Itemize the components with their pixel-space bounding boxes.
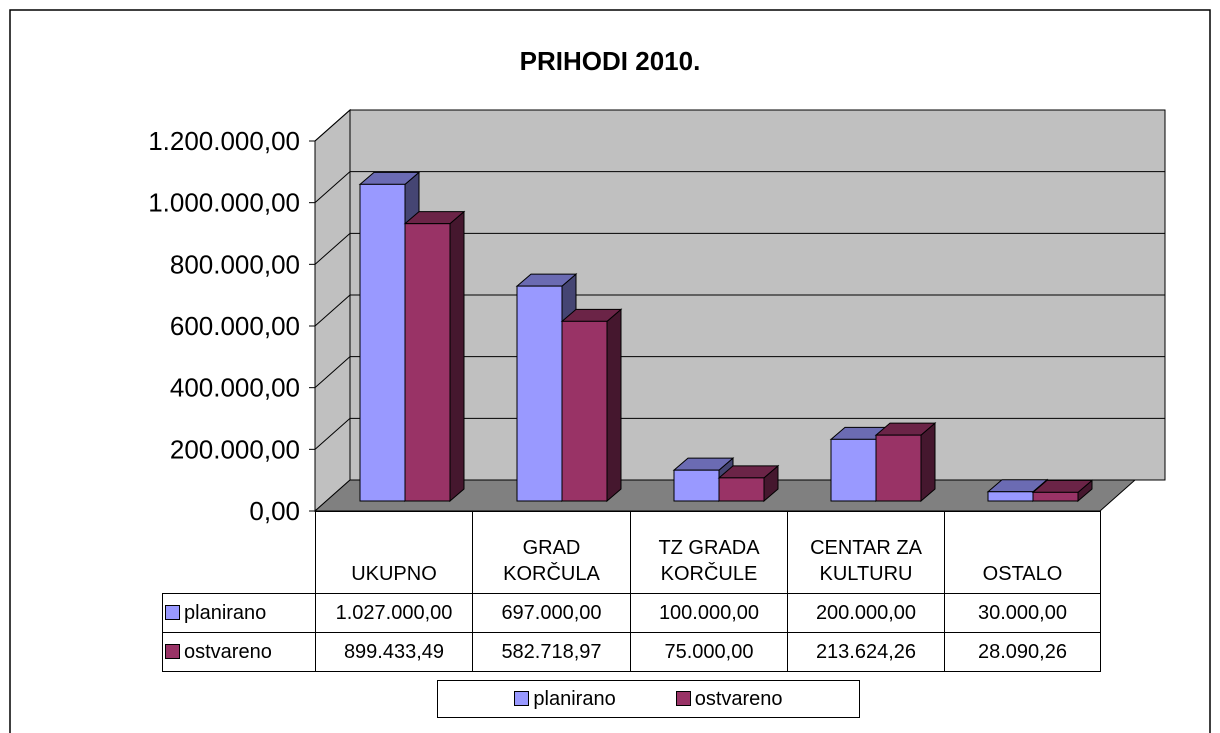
legend-swatch xyxy=(514,690,530,706)
legend-swatch xyxy=(165,604,180,620)
grid-line xyxy=(314,294,1165,327)
table-header-row: UKUPNO GRAD KORČULA TZ GRADA KORČULE CENTAR… xyxy=(162,511,1101,594)
value-label: 213.624,26 xyxy=(787,632,945,672)
value-label: 697.000,00 xyxy=(472,593,631,633)
bar-front xyxy=(673,469,720,502)
bar xyxy=(672,457,735,503)
bar-front xyxy=(516,285,563,502)
value-label: 100.000,00 xyxy=(630,593,788,633)
value-label: 582.718,97 xyxy=(472,632,631,672)
category-label: UKUPNO xyxy=(315,511,473,594)
y-tick-label: 200.000,00 xyxy=(170,434,300,464)
y-tick-label: 400.000,00 xyxy=(170,373,300,403)
bar xyxy=(874,422,937,503)
grid-line xyxy=(314,171,1165,204)
bar-front xyxy=(875,434,922,502)
bar-side xyxy=(920,422,936,503)
chart-border xyxy=(9,9,1211,733)
bar-front xyxy=(1032,491,1079,502)
value-label: 28.090,26 xyxy=(944,632,1101,672)
bar xyxy=(560,308,623,503)
grid-line xyxy=(314,417,1165,450)
value-label: 30.000,00 xyxy=(944,593,1101,633)
table-key: ostvareno xyxy=(162,632,316,672)
bar-front xyxy=(718,477,765,502)
legend-swatch xyxy=(165,643,180,659)
y-tick-label: 1.200.000,00 xyxy=(148,126,300,156)
bar-front xyxy=(359,183,406,502)
legend-entry: planirano xyxy=(514,687,616,711)
category-label: TZ GRADA KORČULE xyxy=(630,511,788,594)
bar-front xyxy=(561,320,608,502)
data-table: UKUPNO GRAD KORČULA TZ GRADA KORČULE CENTAR… xyxy=(162,511,1101,672)
value-label: 200.000,00 xyxy=(787,593,945,633)
chart-title: PRIHODI 2010. xyxy=(520,46,701,76)
bar-front xyxy=(987,491,1034,502)
value-label: 899.433,49 xyxy=(315,632,473,672)
grid-line xyxy=(314,232,1165,265)
bar xyxy=(1031,479,1094,503)
legend-label: planirano xyxy=(533,687,616,710)
table-corner xyxy=(162,511,316,594)
value-label: 75.000,00 xyxy=(630,632,788,672)
legend: planirano ostvareno xyxy=(437,680,860,718)
category-label: GRAD KORČULA xyxy=(472,511,631,594)
series-name: ostvareno xyxy=(184,640,272,663)
series-name: planirano xyxy=(184,601,267,624)
legend-entry: ostvareno xyxy=(675,687,783,711)
y-tick-label: 600.000,00 xyxy=(170,311,300,341)
bar-front xyxy=(830,438,877,502)
bar-front xyxy=(404,223,451,502)
bar xyxy=(403,210,466,503)
category-label: OSTALO xyxy=(944,511,1101,594)
legend-swatch xyxy=(675,690,691,706)
table-row: planirano 1.027.000,00 697.000,00 100.000,0… xyxy=(162,593,1101,633)
table-key: planirano xyxy=(162,593,316,633)
grid-line xyxy=(314,356,1165,389)
bar xyxy=(717,464,780,503)
category-label: CENTAR ZA KULTURU xyxy=(787,511,945,594)
grid-line xyxy=(314,109,1165,142)
value-label: 1.027.000,00 xyxy=(315,593,473,633)
table-row: ostvareno 899.433,49 582.718,97 75.000,00 21… xyxy=(162,632,1101,672)
y-tick-label: 1.000.000,00 xyxy=(148,188,300,218)
y-tick-label: 800.000,00 xyxy=(170,249,300,279)
legend-label: ostvareno xyxy=(694,687,783,710)
bar-side xyxy=(449,210,465,503)
bar-side xyxy=(606,308,622,503)
